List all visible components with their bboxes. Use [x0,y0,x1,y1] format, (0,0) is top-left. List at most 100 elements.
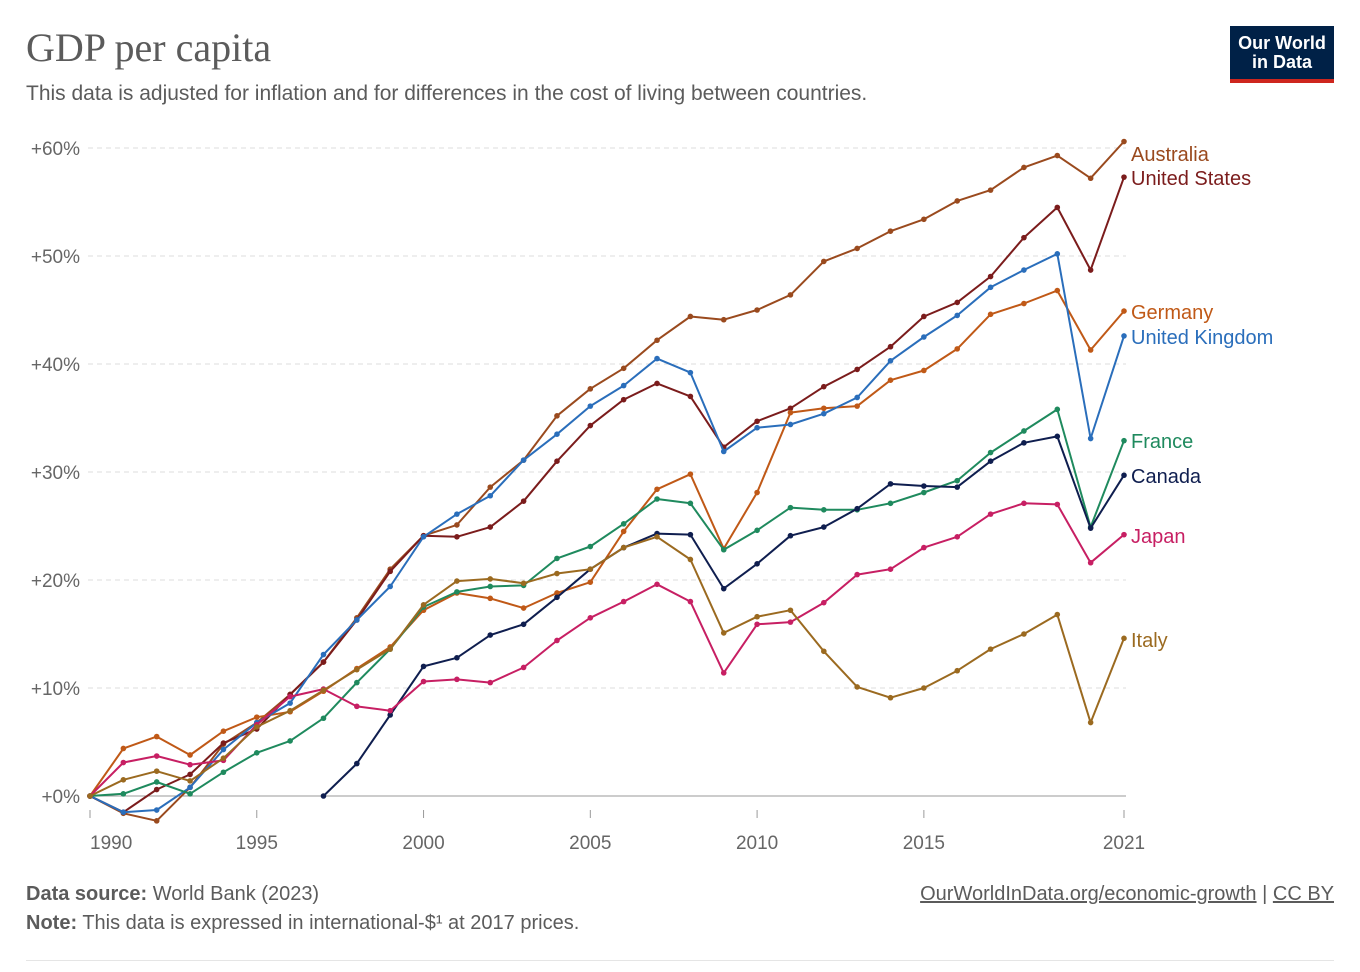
data-point [253,714,260,720]
footer-notes: Data source: World Bank (2023) Note: Thi… [26,880,579,938]
legend-label-australia: Australia [1131,144,1210,166]
data-point [253,750,260,756]
data-point [554,570,560,577]
data-point [987,511,994,517]
data-point [821,410,827,417]
data-point [1087,267,1094,273]
data-point [854,571,860,578]
data-point [454,534,460,540]
data-point [620,365,627,372]
data-point [520,457,527,463]
data-point [487,679,494,686]
data-point [654,486,660,493]
data-point [287,738,293,744]
data-point [954,477,961,484]
data-point [354,760,360,767]
data-point [1121,635,1127,642]
x-tick-label: 2015 [903,833,945,854]
data-point [754,489,760,496]
owid-logo[interactable]: Our World in Data [1230,26,1334,83]
data-point [1121,333,1127,339]
source-value: World Bank (2023) [152,883,320,905]
data-point [1021,440,1027,446]
data-point [120,791,127,797]
data-point [687,598,694,605]
data-point [921,685,927,691]
data-point [987,449,994,456]
data-point [587,403,594,409]
data-point [120,777,127,783]
data-point [620,521,627,527]
data-point [320,651,327,658]
data-point [487,524,494,530]
data-point [1087,559,1094,566]
data-point [187,752,193,758]
data-point [854,366,860,373]
data-point [720,585,727,592]
footer-links: OurWorldInData.org/economic-growth | CC … [920,880,1334,909]
data-point [787,504,794,511]
data-point [987,646,994,652]
data-point [587,566,594,572]
data-point [887,566,894,572]
data-point [454,522,460,528]
data-point [1121,308,1127,314]
data-point [587,422,594,429]
data-point [1054,251,1061,257]
data-source: Data source: World Bank (2023) [26,880,579,909]
data-point [654,380,660,387]
data-point [487,484,494,490]
data-point [187,778,193,784]
license-link[interactable]: CC BY [1272,883,1334,905]
data-point [387,583,393,590]
data-point [1121,138,1127,145]
chart-title: GDP per capita [26,25,272,70]
data-point [754,613,760,620]
data-point [153,768,160,774]
source-link[interactable]: OurWorldInData.org/economic-growth [920,883,1257,905]
x-tick-label: 2000 [402,833,444,854]
data-point [987,311,994,318]
data-point [1087,719,1094,726]
data-point [1021,428,1027,434]
series-line-germany [89,289,1125,797]
data-point [220,755,227,761]
data-point [687,500,694,507]
data-point [1087,347,1094,353]
data-point [720,670,727,676]
data-point [387,646,393,652]
data-point [187,784,193,791]
data-point [821,507,827,513]
data-point [420,663,427,670]
data-point [987,273,994,280]
data-point [153,733,160,740]
bottom-divider [26,960,1334,961]
data-point [1054,406,1061,413]
data-point [620,598,627,605]
data-point [153,779,160,785]
data-point [854,505,860,512]
x-tick-label: 1990 [90,833,132,854]
data-point [1121,437,1127,444]
data-point [854,403,860,409]
data-point [687,369,694,376]
series-line-canada [322,435,1125,797]
data-point [887,228,894,234]
data-point [187,771,193,778]
data-point [1021,300,1027,307]
data-point [987,284,994,291]
data-point [454,511,460,517]
series-line-australia [89,140,1125,822]
data-point [921,489,927,496]
data-point [587,543,594,550]
data-point [687,531,694,538]
data-point [921,483,927,489]
data-point [620,544,627,551]
data-point [520,621,527,628]
data-point [454,676,460,683]
data-point [587,386,594,392]
y-tick-label: +0% [41,787,80,808]
data-point [854,394,860,401]
data-point [620,382,627,389]
data-point [1054,611,1061,618]
